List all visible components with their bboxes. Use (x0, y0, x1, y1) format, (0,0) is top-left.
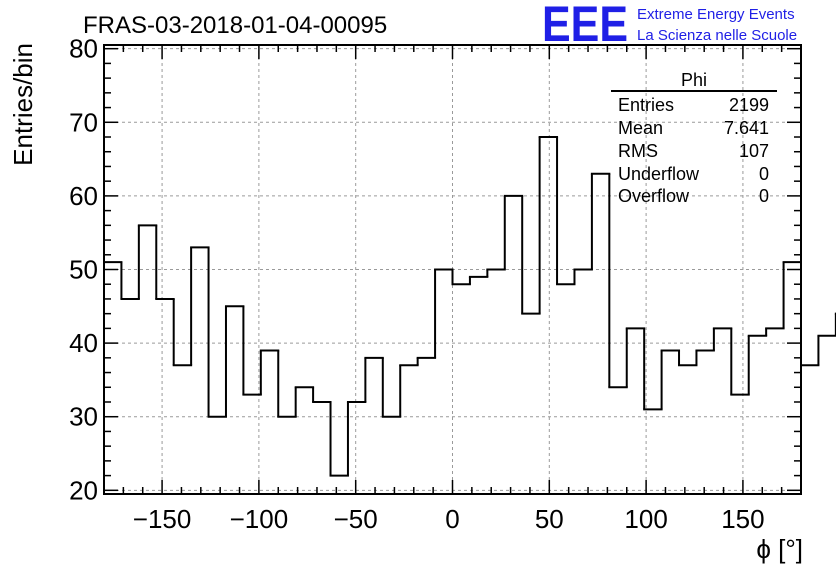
stats-value-entries: 2199 (729, 95, 769, 115)
x-tick-label: −50 (334, 504, 378, 534)
y-tick-label: 60 (69, 181, 98, 211)
y-tick-label: 20 (69, 475, 98, 505)
histogram (103, 136, 836, 477)
y-axis-label: Entries/bin (8, 43, 38, 166)
stats-value-rms: 107 (739, 141, 769, 161)
y-tick-label: 70 (69, 107, 98, 137)
stats-label-underflow: Underflow (618, 164, 700, 184)
logo-mark: EEE (542, 0, 628, 52)
stats-value-mean: 7.641 (724, 118, 769, 138)
stats-label-overflow: Overflow (618, 186, 690, 206)
logo-line-1: Extreme Energy Events (637, 6, 795, 23)
x-tick-label: −150 (133, 504, 192, 534)
logo-line-2: La Scienza nelle Scuole (637, 27, 797, 44)
chart-title: FRAS-03-2018-01-04-00095 (83, 12, 387, 39)
tick-labels: −150 −100 −50 0 50 100 150 20 30 40 50 60 70 80 (69, 34, 765, 534)
axes (103, 44, 802, 495)
stats-value-overflow: 0 (759, 186, 769, 206)
y-tick-label: 30 (69, 402, 98, 432)
x-tick-label: 0 (445, 504, 459, 534)
stats-value-underflow: 0 (759, 164, 769, 184)
x-tick-label: 50 (535, 504, 564, 534)
eee-logo: EEE Extreme Energy Events La Scienza nel… (542, 0, 797, 52)
y-tick-label: 40 (69, 328, 98, 358)
stats-box-title: Phi (681, 70, 707, 90)
stats-label-rms: RMS (618, 141, 658, 161)
stats-label-mean: Mean (618, 118, 663, 138)
y-tick-label: 80 (69, 34, 98, 64)
x-tick-label: 100 (624, 504, 667, 534)
stats-box: Phi Entries 2199 Mean 7.641 RMS 107 Unde… (611, 70, 777, 206)
stats-label-entries: Entries (618, 95, 674, 115)
x-axis-label: ϕ [°] (756, 534, 803, 564)
x-tick-label: 150 (721, 504, 764, 534)
x-tick-label: −100 (230, 504, 289, 534)
y-tick-label: 50 (69, 255, 98, 285)
